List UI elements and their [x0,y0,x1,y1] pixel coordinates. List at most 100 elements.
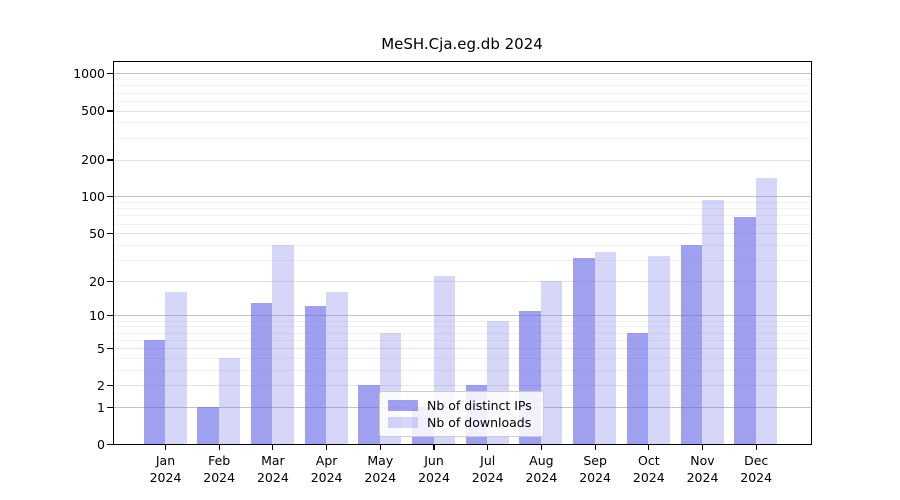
gridline-major [113,73,811,75]
legend-item-distinct-ips: Nb of distinct IPs [388,397,535,414]
y-axis-tick-label: 50 [89,226,105,242]
y-axis-tick-label: 1000 [73,66,105,82]
legend-label-downloads: Nb of downloads [427,415,532,430]
gridline-minor [113,259,811,261]
y-axis-tick-label: 100 [81,189,105,205]
y-axis-tick [107,196,113,198]
x-axis-tick-label: Nov 2024 [686,453,719,485]
x-axis-tick-label: Dec 2024 [740,453,773,485]
y-axis-tick-label: 500 [81,103,105,119]
bar-downloads-feb-2024 [218,357,241,445]
bar-downloads-nov-2024 [702,199,724,445]
gridline-minor [113,85,811,87]
x-axis-tick [487,444,489,450]
gridline-major [113,385,811,387]
y-axis-tick-label: 5 [97,340,105,356]
gridline-major [113,280,811,282]
bar-downloads-sep-2024 [594,251,617,445]
x-axis-tick-label: Apr 2024 [310,453,343,485]
gridline-major [113,110,811,112]
gridline-minor [113,79,811,81]
gridline-minor [113,215,811,217]
x-axis-tick [218,444,220,450]
gridline-minor [113,92,811,94]
y-axis-tick [107,443,113,446]
bar-distinct-ips-apr-2024 [304,306,327,445]
gridline-minor [113,326,811,328]
bar-distinct-ips-oct-2024 [626,332,649,445]
y-axis-tick-label: 1 [97,399,105,415]
gridline-major [113,315,811,317]
bar-downloads-aug-2024 [540,280,563,445]
bar-distinct-ips-nov-2024 [680,244,703,445]
y-axis-tick [107,110,113,112]
chart-title: MeSH.Cja.eg.db 2024 [381,35,543,53]
bar-distinct-ips-mar-2024 [250,302,273,445]
bar-distinct-ips-jan-2024 [143,339,166,445]
x-axis-tick-label: Sep 2024 [579,453,611,485]
bar-downloads-oct-2024 [648,256,670,445]
gridline-minor [113,122,811,124]
x-axis-tick [326,444,328,450]
x-axis-tick [272,444,274,450]
y-axis-tick-label: 200 [81,152,105,168]
x-axis-tick-label: Feb 2024 [203,453,236,485]
legend-label-distinct-ips: Nb of distinct IPs [427,398,532,413]
y-axis-tick [107,159,113,161]
legend-swatch-distinct-ips [388,400,418,411]
legend-swatch-downloads [388,417,418,428]
y-axis-tick [107,232,113,235]
gridline-major [113,196,811,198]
y-axis-tick [107,406,113,408]
y-axis-tick [107,384,113,387]
plot-area [112,60,812,446]
gridline-major [113,233,811,235]
x-axis-tick-label: Jan 2024 [149,453,182,485]
bar-downloads-jan-2024 [165,292,187,445]
x-axis-tick [540,444,542,450]
gridline-minor [113,223,811,225]
x-axis-tick-label: Oct 2024 [632,453,665,485]
bar-distinct-ips-dec-2024 [734,216,756,445]
y-axis-tick-label: 20 [89,273,105,289]
gridline-minor [113,320,811,322]
x-axis-tick [164,444,167,450]
x-axis-tick-label: Mar 2024 [256,453,289,485]
x-axis-tick [594,444,596,450]
gridline-minor [113,100,811,102]
x-axis-tick-label: May 2024 [364,453,397,485]
bar-downloads-apr-2024 [326,292,348,445]
gridline-minor [113,202,811,204]
x-axis-tick [701,444,704,450]
y-axis-tick [107,73,113,75]
x-axis-tick-label: Aug 2024 [525,453,558,485]
gridline-minor [113,208,811,210]
x-axis-tick [755,444,757,450]
gridline-major [113,347,811,349]
bar-distinct-ips-sep-2024 [573,258,595,445]
gridline-minor [113,244,811,246]
y-axis-tick [107,315,113,317]
gridline-minor [113,332,811,334]
x-axis-tick [433,444,435,450]
bar-distinct-ips-feb-2024 [197,406,219,445]
y-axis-tick [107,347,113,349]
x-axis-tick-label: Jul 2024 [471,453,504,485]
gridline-major [113,159,811,161]
gridline-minor [113,357,811,359]
gridline-minor [113,137,811,139]
bar-downloads-mar-2024 [272,244,294,445]
y-axis-tick-label: 10 [89,308,105,324]
x-axis-tick [648,444,650,450]
x-axis-tick [379,444,381,450]
legend: Nb of distinct IPs Nb of downloads [379,391,544,437]
legend-item-downloads: Nb of downloads [388,414,535,431]
y-axis-tick-label: 0 [97,437,105,452]
gridline-minor [113,339,811,341]
bar-downloads-dec-2024 [755,177,778,445]
x-axis-tick-label: Jun 2024 [418,453,450,485]
gridline-minor [113,369,811,371]
bar-distinct-ips-may-2024 [358,385,380,445]
y-axis-tick [107,280,113,282]
